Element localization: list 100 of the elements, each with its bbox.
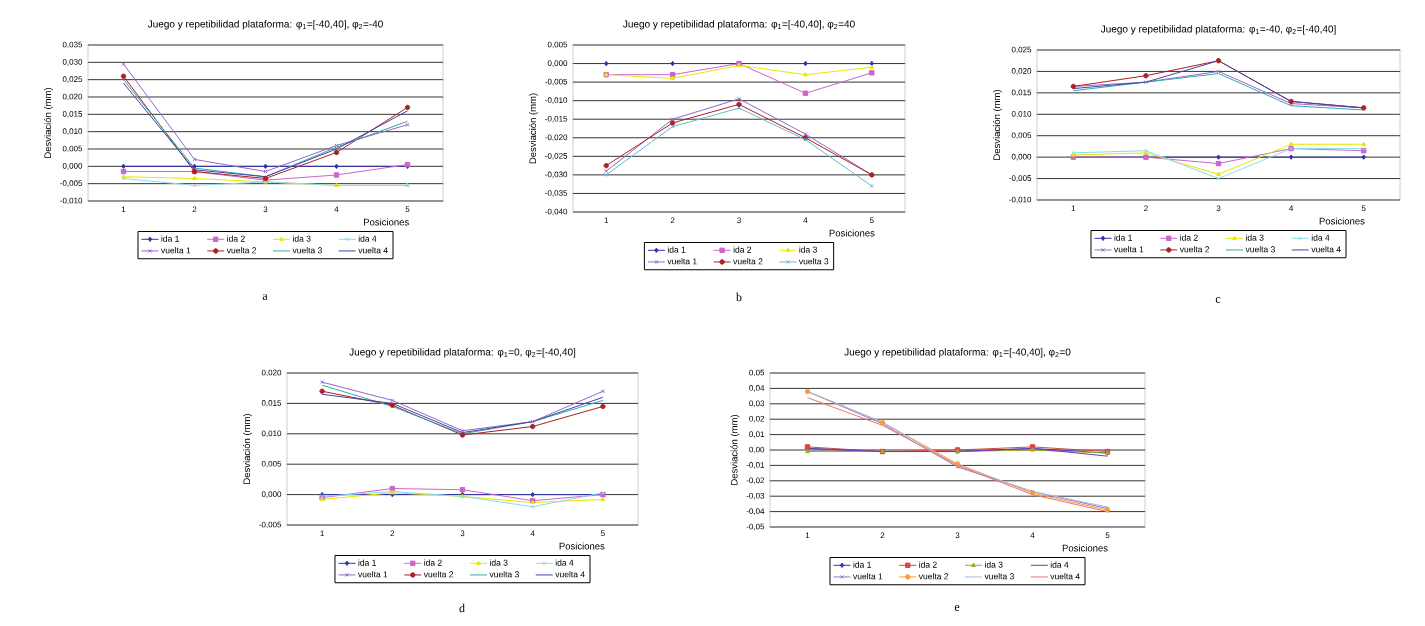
y-tick-label: -0,040: [545, 208, 568, 216]
y-tick-label: -0,020: [545, 134, 568, 142]
x-tick-label: 2: [880, 532, 885, 539]
text: e: [954, 605, 960, 611]
chart-title: Juego y repetibilidad plataforma: φ$_{1}$=[-40,40], φ$_{2}$=40: [623, 20, 855, 30]
y-tick-label: 0,05: [749, 369, 765, 377]
x-tick-label: 1: [805, 532, 810, 539]
y-axis-title: Desviación (mm): [730, 414, 740, 485]
legend-label: ida 4: [1050, 561, 1069, 568]
y-tick-label: -0,025: [545, 153, 568, 160]
legend-label: ida 2: [1180, 234, 1198, 241]
x-tick-label: 1: [1071, 205, 1076, 212]
legend-label: vuelta 1: [667, 258, 697, 265]
y-tick-label: -0,03: [746, 492, 765, 500]
x-tick-label: 4: [803, 217, 808, 224]
legend-label: vuelta 4: [555, 571, 585, 578]
chart-title: Juego y repetibilidad plataforma: φ$_{1}$=[-40,40], φ$_{2}$=-40: [147, 20, 383, 30]
text: a: [262, 294, 268, 300]
y-tick-label: 0,010: [62, 128, 83, 135]
text: b: [736, 292, 742, 302]
legend-label: vuelta 3: [1245, 246, 1275, 253]
legend-label: vuelta 2: [918, 573, 949, 580]
y-tick-label: 0,000: [1011, 153, 1032, 161]
x-tick-label: 2: [192, 206, 197, 213]
legend-label: vuelta 2: [423, 571, 454, 578]
x-tick-label: 2: [670, 217, 675, 224]
y-tick-label: 0,020: [261, 369, 282, 377]
y-tick-label: -0,005: [60, 180, 83, 187]
y-axis-title: Desviación (mm): [242, 413, 252, 484]
x-tick-label: 5: [405, 206, 410, 213]
legend-label: ida 3: [1246, 234, 1264, 241]
y-tick-label: -0,010: [1009, 196, 1032, 204]
x-tick-label: 5: [1105, 532, 1110, 539]
x-tick-label: 4: [1289, 205, 1294, 212]
y-tick-label: -0,010: [60, 197, 83, 205]
x-tick-label: 3: [460, 530, 465, 537]
x-tick-label: 5: [1361, 205, 1366, 212]
x-tick-label: 2: [1144, 205, 1148, 212]
x-tick-label: 3: [263, 206, 268, 213]
legend-label: vuelta 2: [226, 247, 257, 254]
y-tick-label: -0,04: [746, 508, 765, 515]
y-tick-label: 0,035: [62, 41, 83, 49]
y-tick-label: 0,015: [62, 111, 83, 118]
x-axis-title: Posiciones: [559, 542, 605, 550]
y-tick-label: 0,000: [62, 163, 83, 170]
y-tick-label: 0,000: [547, 60, 568, 67]
y-tick-label: 0,01: [749, 431, 765, 438]
y-tick-label: 0,03: [749, 400, 765, 408]
chart-title: Juego y repetibilidad plataforma: φ$_{1}$=[-40,40], φ$_{2}$=0: [844, 348, 1071, 358]
legend-label: ida 2: [424, 559, 442, 566]
legend-label: ida 2: [919, 561, 937, 568]
x-tick-label: 3: [1216, 205, 1221, 212]
x-tick-label: 5: [869, 217, 874, 224]
x-tick-label: 5: [601, 530, 605, 537]
legend-label: ida 2: [733, 246, 752, 253]
legend-label: vuelta 1: [161, 247, 191, 254]
y-tick-label: -0,035: [545, 190, 568, 197]
x-tick-label: 1: [320, 530, 324, 537]
y-tick-label: 0,020: [1011, 68, 1032, 75]
x-axis-title: Posiciones: [829, 229, 875, 237]
chart-title: Juego y repetibilidad plataforma: φ$_{1}$=0, φ$_{2}$=[-40,40]: [349, 348, 576, 358]
y-axis-title: Desviación (mm): [529, 93, 538, 164]
legend-label: vuelta 4: [1311, 246, 1341, 253]
y-tick-label: 0,025: [1011, 46, 1032, 54]
x-tick-label: 2: [390, 530, 395, 537]
legend-label: ida 4: [1311, 234, 1330, 241]
legend-label: vuelta 3: [292, 247, 322, 254]
y-tick-label: -0,005: [1009, 175, 1032, 182]
legend-label: vuelta 1: [1114, 246, 1144, 253]
y-tick-label: 0,04: [749, 385, 765, 392]
y-tick-label: -0,015: [545, 115, 568, 123]
y-tick-label: 0,02: [749, 415, 765, 423]
x-axis-title: Posiciones: [1319, 217, 1365, 225]
y-tick-label: 0,010: [1011, 110, 1032, 118]
legend-label: ida 1: [853, 561, 871, 568]
y-tick-label: 0,000: [261, 491, 282, 498]
legend-label: ida 3: [293, 235, 311, 242]
legend-label: ida 1: [667, 246, 686, 253]
y-tick-label: -0,05: [746, 523, 765, 531]
legend-label: ida 1: [1114, 234, 1132, 241]
legend-label: ida 3: [985, 561, 1003, 568]
y-tick-label: -0,010: [545, 97, 568, 104]
legend-label: vuelta 4: [358, 247, 388, 254]
x-axis-title: Posiciones: [1062, 544, 1108, 552]
legend-label: ida 3: [490, 559, 508, 566]
x-tick-label: 1: [121, 206, 126, 213]
text: c: [1215, 297, 1221, 303]
y-axis-title: Desviación (mm): [43, 87, 53, 158]
y-tick-label: 0,030: [62, 59, 83, 66]
legend-label: ida 1: [161, 235, 179, 242]
y-tick-label: -0,01: [746, 462, 765, 469]
y-tick-label: -0,005: [259, 521, 282, 529]
legend-label: vuelta 3: [489, 571, 519, 578]
y-tick-label: 0,015: [1011, 89, 1032, 97]
x-tick-label: 3: [955, 532, 960, 539]
y-tick-label: 0,020: [62, 93, 83, 101]
y-tick-label: 0,005: [1011, 132, 1032, 140]
x-tick-label: 3: [737, 217, 741, 224]
legend-label: ida 3: [799, 246, 817, 253]
y-tick-label: -0,005: [545, 78, 568, 86]
